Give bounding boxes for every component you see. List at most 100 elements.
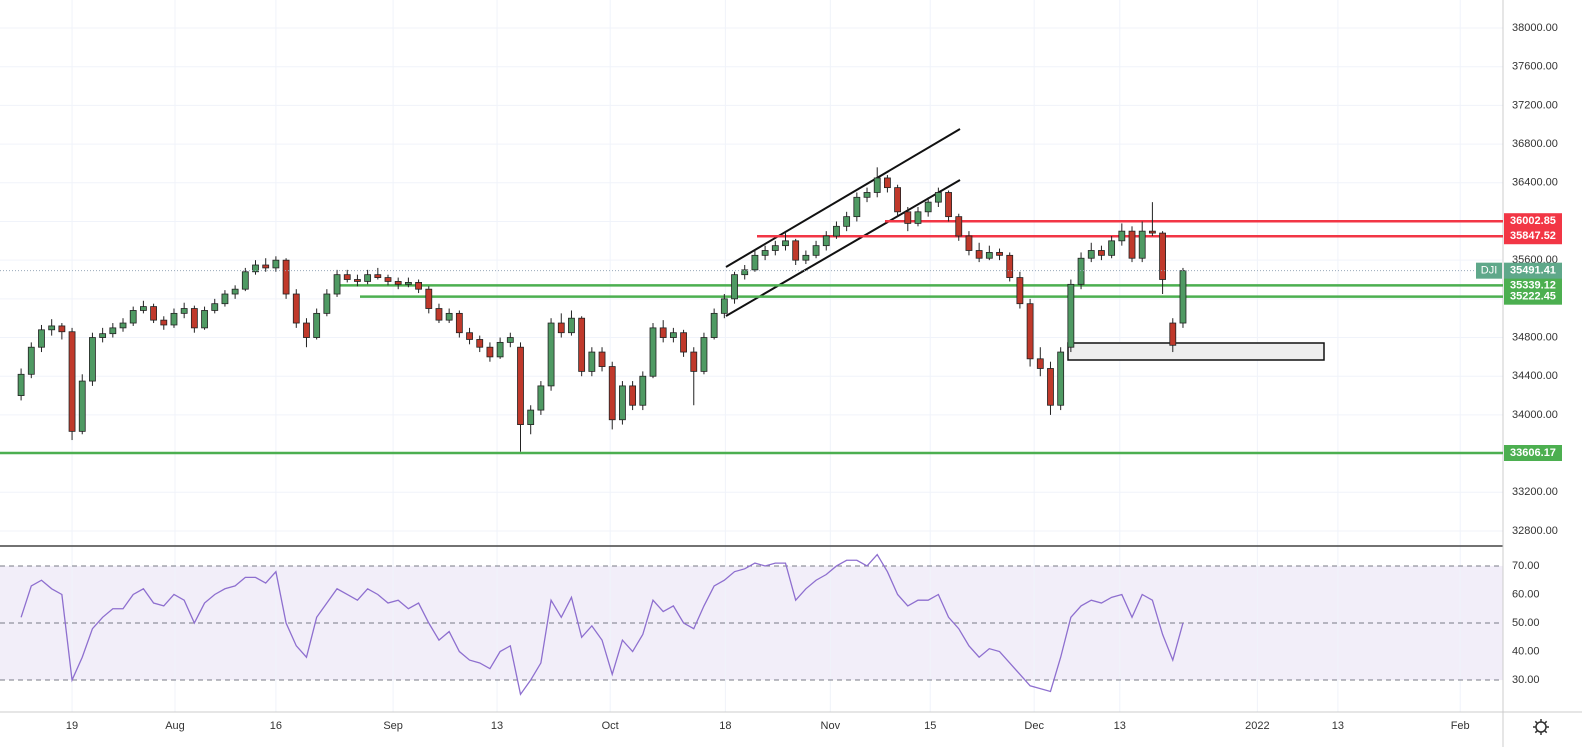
- candle-body: [252, 264, 259, 273]
- candle-body: [761, 250, 769, 256]
- candle-body: [78, 380, 86, 432]
- candle-body: [792, 240, 800, 261]
- candle-body: [190, 308, 198, 329]
- x-tick-label: 16: [270, 720, 282, 732]
- y-tick-label: 33200.00: [1512, 486, 1558, 498]
- x-tick-label: 15: [924, 720, 936, 732]
- candle-body: [404, 282, 412, 285]
- rsi-tick-label: 40.00: [1512, 645, 1540, 657]
- candle-body: [323, 293, 331, 314]
- candle-body: [1016, 277, 1024, 305]
- level-label-bg: [1504, 445, 1562, 462]
- candle-body: [170, 312, 178, 326]
- last-price-label: 35491.41: [1510, 265, 1556, 277]
- x-tick-label: Feb: [1451, 720, 1470, 732]
- x-tick-label: 19: [66, 720, 78, 732]
- x-tick-label: 13: [1332, 720, 1344, 732]
- candle-body: [588, 351, 596, 372]
- y-tick-label: 34400.00: [1512, 370, 1558, 382]
- symbol-label: DJI: [1481, 265, 1498, 277]
- candle-body: [659, 327, 667, 338]
- candle-body: [466, 332, 473, 340]
- candle-body: [751, 254, 759, 271]
- candle-body: [435, 308, 443, 321]
- level-label: 33606.17: [1510, 447, 1556, 459]
- candle-body: [394, 281, 402, 285]
- candle-body: [527, 409, 535, 425]
- y-tick-label: 36800.00: [1512, 138, 1558, 150]
- x-tick-label: 13: [1114, 720, 1126, 732]
- x-tick-label: Nov: [821, 720, 841, 732]
- candle-body: [17, 373, 25, 396]
- candle-body: [639, 375, 647, 406]
- candle-body: [1179, 270, 1187, 324]
- level-label: 35339.12: [1510, 279, 1556, 291]
- candle-body: [445, 312, 453, 321]
- candle-body: [568, 317, 575, 334]
- candle-body: [129, 310, 137, 324]
- candle-body: [425, 288, 433, 309]
- y-tick-label: 34800.00: [1512, 331, 1558, 343]
- candle-body: [140, 306, 147, 311]
- x-tick-label: 18: [719, 720, 731, 732]
- candle-body: [955, 216, 963, 237]
- candle-body: [1128, 230, 1136, 259]
- y-tick-label: 34000.00: [1512, 409, 1558, 421]
- candle-body: [1036, 358, 1044, 369]
- level-label: 36002.85: [1510, 215, 1556, 227]
- level-label-bg: [1504, 288, 1562, 305]
- candle-body: [1169, 322, 1177, 346]
- level-label-bg: [1504, 213, 1562, 230]
- candle-body: [313, 312, 321, 338]
- candle-body: [211, 303, 219, 311]
- candle-body: [822, 235, 830, 247]
- candle-body: [537, 385, 545, 411]
- candle-body: [873, 177, 881, 193]
- candle-body: [1118, 230, 1126, 242]
- candle-body: [598, 351, 606, 367]
- settings-icon[interactable]: [1533, 719, 1549, 735]
- candle-body: [486, 346, 494, 358]
- candle-body: [241, 271, 249, 290]
- candle-body: [557, 322, 565, 334]
- candle-body: [945, 192, 952, 218]
- level-label: 35847.52: [1510, 230, 1556, 242]
- candle-body: [1098, 250, 1105, 256]
- candle-body: [1067, 283, 1075, 348]
- candle-body: [578, 317, 586, 372]
- rsi-tick-label: 50.00: [1512, 617, 1540, 629]
- candle-body: [914, 211, 922, 224]
- x-tick-label: Dec: [1024, 720, 1044, 732]
- x-tick-label: Sep: [383, 720, 403, 732]
- candle-body: [27, 346, 35, 375]
- candle-body: [985, 252, 993, 259]
- y-tick-label: 36400.00: [1512, 177, 1558, 189]
- candle-body: [812, 245, 820, 256]
- candle-body: [282, 259, 290, 295]
- candle-body: [924, 201, 932, 213]
- candle-body: [1077, 257, 1085, 285]
- candle-body: [415, 282, 422, 290]
- candle-body: [547, 322, 555, 387]
- candle-body: [150, 306, 157, 321]
- candle-body: [884, 177, 891, 189]
- candle-body: [517, 346, 524, 425]
- candle-body: [710, 312, 718, 338]
- candle-body: [1138, 230, 1146, 259]
- candle-body: [975, 250, 983, 259]
- y-tick-label: 37200.00: [1512, 99, 1558, 111]
- last-price-bg: [1504, 262, 1562, 279]
- candle-body: [272, 259, 280, 269]
- rsi-tick-label: 70.00: [1512, 560, 1540, 572]
- rsi-tick-label: 30.00: [1512, 674, 1540, 686]
- candle-body: [680, 332, 687, 353]
- candle-body: [201, 310, 208, 329]
- candle-body: [1108, 240, 1116, 256]
- candle-body: [48, 325, 56, 331]
- candle-body: [303, 322, 310, 338]
- candle-body: [1057, 351, 1065, 406]
- candle-body: [180, 308, 188, 314]
- candle-body: [1047, 368, 1054, 406]
- candle-body: [894, 187, 902, 213]
